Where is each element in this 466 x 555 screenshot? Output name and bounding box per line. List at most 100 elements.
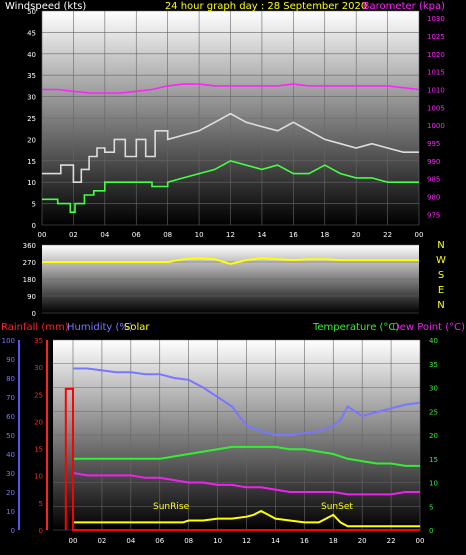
- panel1-series: [42, 83, 420, 213]
- series-line-humidity: [73, 367, 421, 436]
- x-tick-label: 06: [155, 537, 164, 545]
- compass-label: W: [436, 255, 446, 266]
- dewpoint-axis-label: Dew Point (°C): [392, 322, 465, 333]
- series-line-wind-gust: [42, 112, 419, 183]
- rain-tick-label: 20: [34, 418, 43, 426]
- sunset-annotation: SunSet: [321, 502, 353, 512]
- series-line-wind-direction: [42, 257, 419, 265]
- humidity-tick-label: 90: [6, 356, 15, 364]
- wind-tick-label: 15: [27, 158, 36, 166]
- x-tick-label: 22: [387, 537, 396, 545]
- x-tick-label: 02: [69, 231, 78, 239]
- x-tick-label: 20: [352, 231, 361, 239]
- rain-tick-label: 0: [39, 527, 43, 535]
- wind-tick-label: 10: [27, 179, 36, 187]
- series-line-barometer: [42, 83, 420, 94]
- series-line-temperature: [73, 445, 420, 467]
- direction-tick-label: 90: [27, 293, 36, 301]
- compass-label: S: [438, 270, 444, 281]
- x-tick-label: 16: [289, 231, 298, 239]
- temperature-axis-label: Temperature (°C): [312, 322, 399, 333]
- wind-tick-label: 35: [27, 72, 36, 80]
- x-tick-label: 10: [213, 537, 222, 545]
- humidity-tick-label: 10: [6, 508, 15, 516]
- panel3-series: [64, 367, 421, 531]
- wind-tick-label: 30: [27, 94, 36, 102]
- direction-tick-label: 180: [23, 276, 36, 284]
- x-tick-label: 00: [69, 537, 78, 545]
- humidity-tick-label: 70: [6, 394, 15, 402]
- rain-tick-label: 25: [34, 391, 43, 399]
- rain-humidity-temperature-panel: 1009080706050403020100353025201510504035…: [1, 322, 465, 545]
- humidity-tick-label: 0: [11, 527, 15, 535]
- x-tick-label: 08: [163, 231, 172, 239]
- humidity-axis-label: Humidity (%): [67, 322, 133, 333]
- sunrise-annotation: SunRise: [153, 502, 190, 512]
- series-line-wind-average: [42, 159, 419, 213]
- humidity-tick-label: 100: [2, 337, 15, 345]
- rain-tick-label: 5: [39, 500, 43, 508]
- solar-axis-label: Solar: [124, 322, 150, 333]
- rainfall-axis-label: Rainfall (mm): [1, 322, 69, 333]
- humidity-tick-label: 30: [6, 470, 15, 478]
- barometer-axis-label: Barometer (kpa): [363, 1, 445, 12]
- wind-tick-label: 20: [27, 136, 36, 144]
- x-tick-label: 20: [358, 537, 367, 545]
- wind-tick-label: 0: [32, 222, 36, 230]
- x-tick-label: 08: [184, 537, 193, 545]
- x-tick-label: 18: [320, 231, 329, 239]
- rain-tick-label: 35: [34, 337, 43, 345]
- barometer-tick-label: 1000: [427, 122, 445, 130]
- x-tick-label: 22: [383, 231, 392, 239]
- temperature-tick-label: 30: [429, 385, 438, 393]
- compass-label: E: [438, 285, 444, 296]
- x-tick-label: 04: [100, 231, 109, 239]
- series-line-rainfall: [64, 387, 420, 531]
- barometer-tick-label: 1010: [427, 86, 445, 94]
- humidity-tick-label: 80: [6, 375, 15, 383]
- barometer-tick-label: 985: [427, 176, 440, 184]
- x-tick-label: 00: [38, 231, 47, 239]
- temperature-tick-label: 40: [429, 337, 438, 345]
- x-tick-label: 00: [416, 537, 425, 545]
- panel2-grid: [42, 244, 419, 314]
- direction-tick-label: 0: [32, 310, 36, 318]
- chart-title: 24 hour graph day : 28 September 2020: [165, 1, 367, 12]
- x-tick-label: 18: [329, 537, 338, 545]
- barometer-tick-label: 990: [427, 158, 440, 166]
- x-tick-label: 00: [415, 231, 424, 239]
- wind-tick-label: 5: [32, 201, 36, 209]
- panel3-grid: [18, 339, 421, 531]
- x-tick-label: 16: [300, 537, 309, 545]
- barometer-tick-label: 1020: [427, 51, 445, 59]
- temperature-tick-label: 25: [429, 408, 438, 416]
- x-tick-label: 10: [195, 231, 204, 239]
- compass-label: N: [437, 240, 444, 251]
- barometer-tick-label: 1015: [427, 69, 445, 77]
- temperature-tick-label: 35: [429, 361, 438, 369]
- x-tick-label: 12: [226, 231, 235, 239]
- x-tick-label: 12: [242, 537, 251, 545]
- barometer-tick-label: 995: [427, 140, 440, 148]
- wind-tick-label: 50: [27, 8, 36, 16]
- wind-tick-label: 45: [27, 29, 36, 37]
- x-tick-label: 02: [97, 537, 106, 545]
- wind-axis-label: Windspeed (kts): [5, 1, 86, 12]
- series-line-dew-point: [72, 472, 420, 496]
- panel3-tick-labels: 1009080706050403020100353025201510504035…: [2, 337, 438, 545]
- rain-tick-label: 10: [34, 473, 43, 481]
- barometer-tick-label: 1005: [427, 104, 445, 112]
- x-tick-label: 14: [257, 231, 266, 239]
- direction-tick-label: 360: [23, 242, 36, 250]
- humidity-tick-label: 50: [6, 432, 15, 440]
- panel1-tick-labels: 0510152025303540455097598098599099510001…: [27, 8, 445, 239]
- barometer-tick-label: 980: [427, 193, 440, 201]
- wind-tick-label: 25: [27, 115, 36, 123]
- humidity-tick-label: 60: [6, 413, 15, 421]
- temperature-tick-label: 15: [429, 456, 438, 464]
- temperature-tick-label: 10: [429, 480, 438, 488]
- compass-label: N: [437, 300, 444, 311]
- temperature-tick-label: 5: [429, 503, 433, 511]
